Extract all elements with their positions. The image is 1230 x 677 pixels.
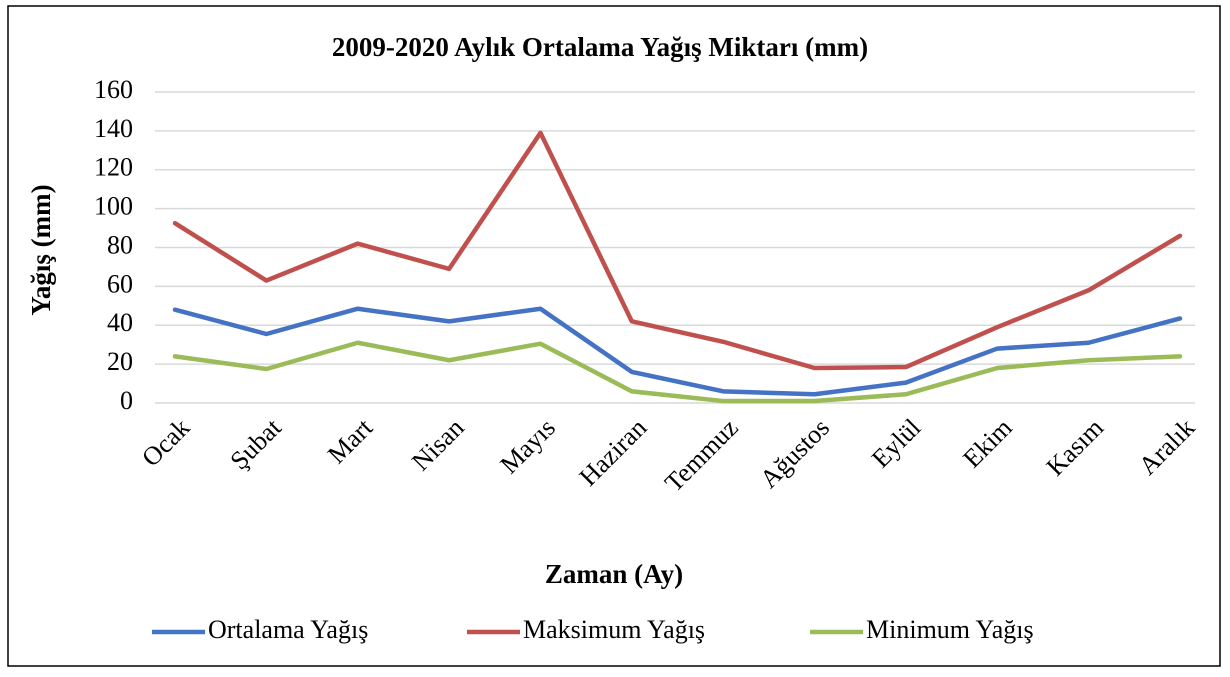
data-line — [172, 340, 1183, 404]
y-tick-label: 160 — [94, 75, 133, 104]
y-tick-label: 20 — [107, 347, 133, 376]
chart-title: 2009-2020 Aylık Ortalama Yağış Miktarı (… — [332, 32, 868, 62]
legend-label: Maksimum Yağış — [523, 615, 705, 644]
y-tick-label: 120 — [94, 153, 133, 182]
y-axis-title: Yağış (mm) — [26, 184, 56, 315]
y-tick-label: 140 — [94, 114, 133, 143]
x-axis-title: Zaman (Ay) — [545, 559, 683, 589]
data-line — [172, 306, 1183, 397]
y-tick-label: 60 — [107, 269, 133, 298]
data-line — [172, 130, 1183, 371]
chart-border — [7, 5, 1221, 667]
y-tick-label: 40 — [107, 308, 133, 337]
legend-label: Ortalama Yağış — [208, 615, 368, 644]
legend-label: Minimum Yağış — [866, 615, 1034, 644]
y-tick-label: 100 — [94, 192, 133, 221]
y-tick-label: 0 — [120, 386, 133, 415]
y-tick-label: 80 — [107, 230, 133, 259]
